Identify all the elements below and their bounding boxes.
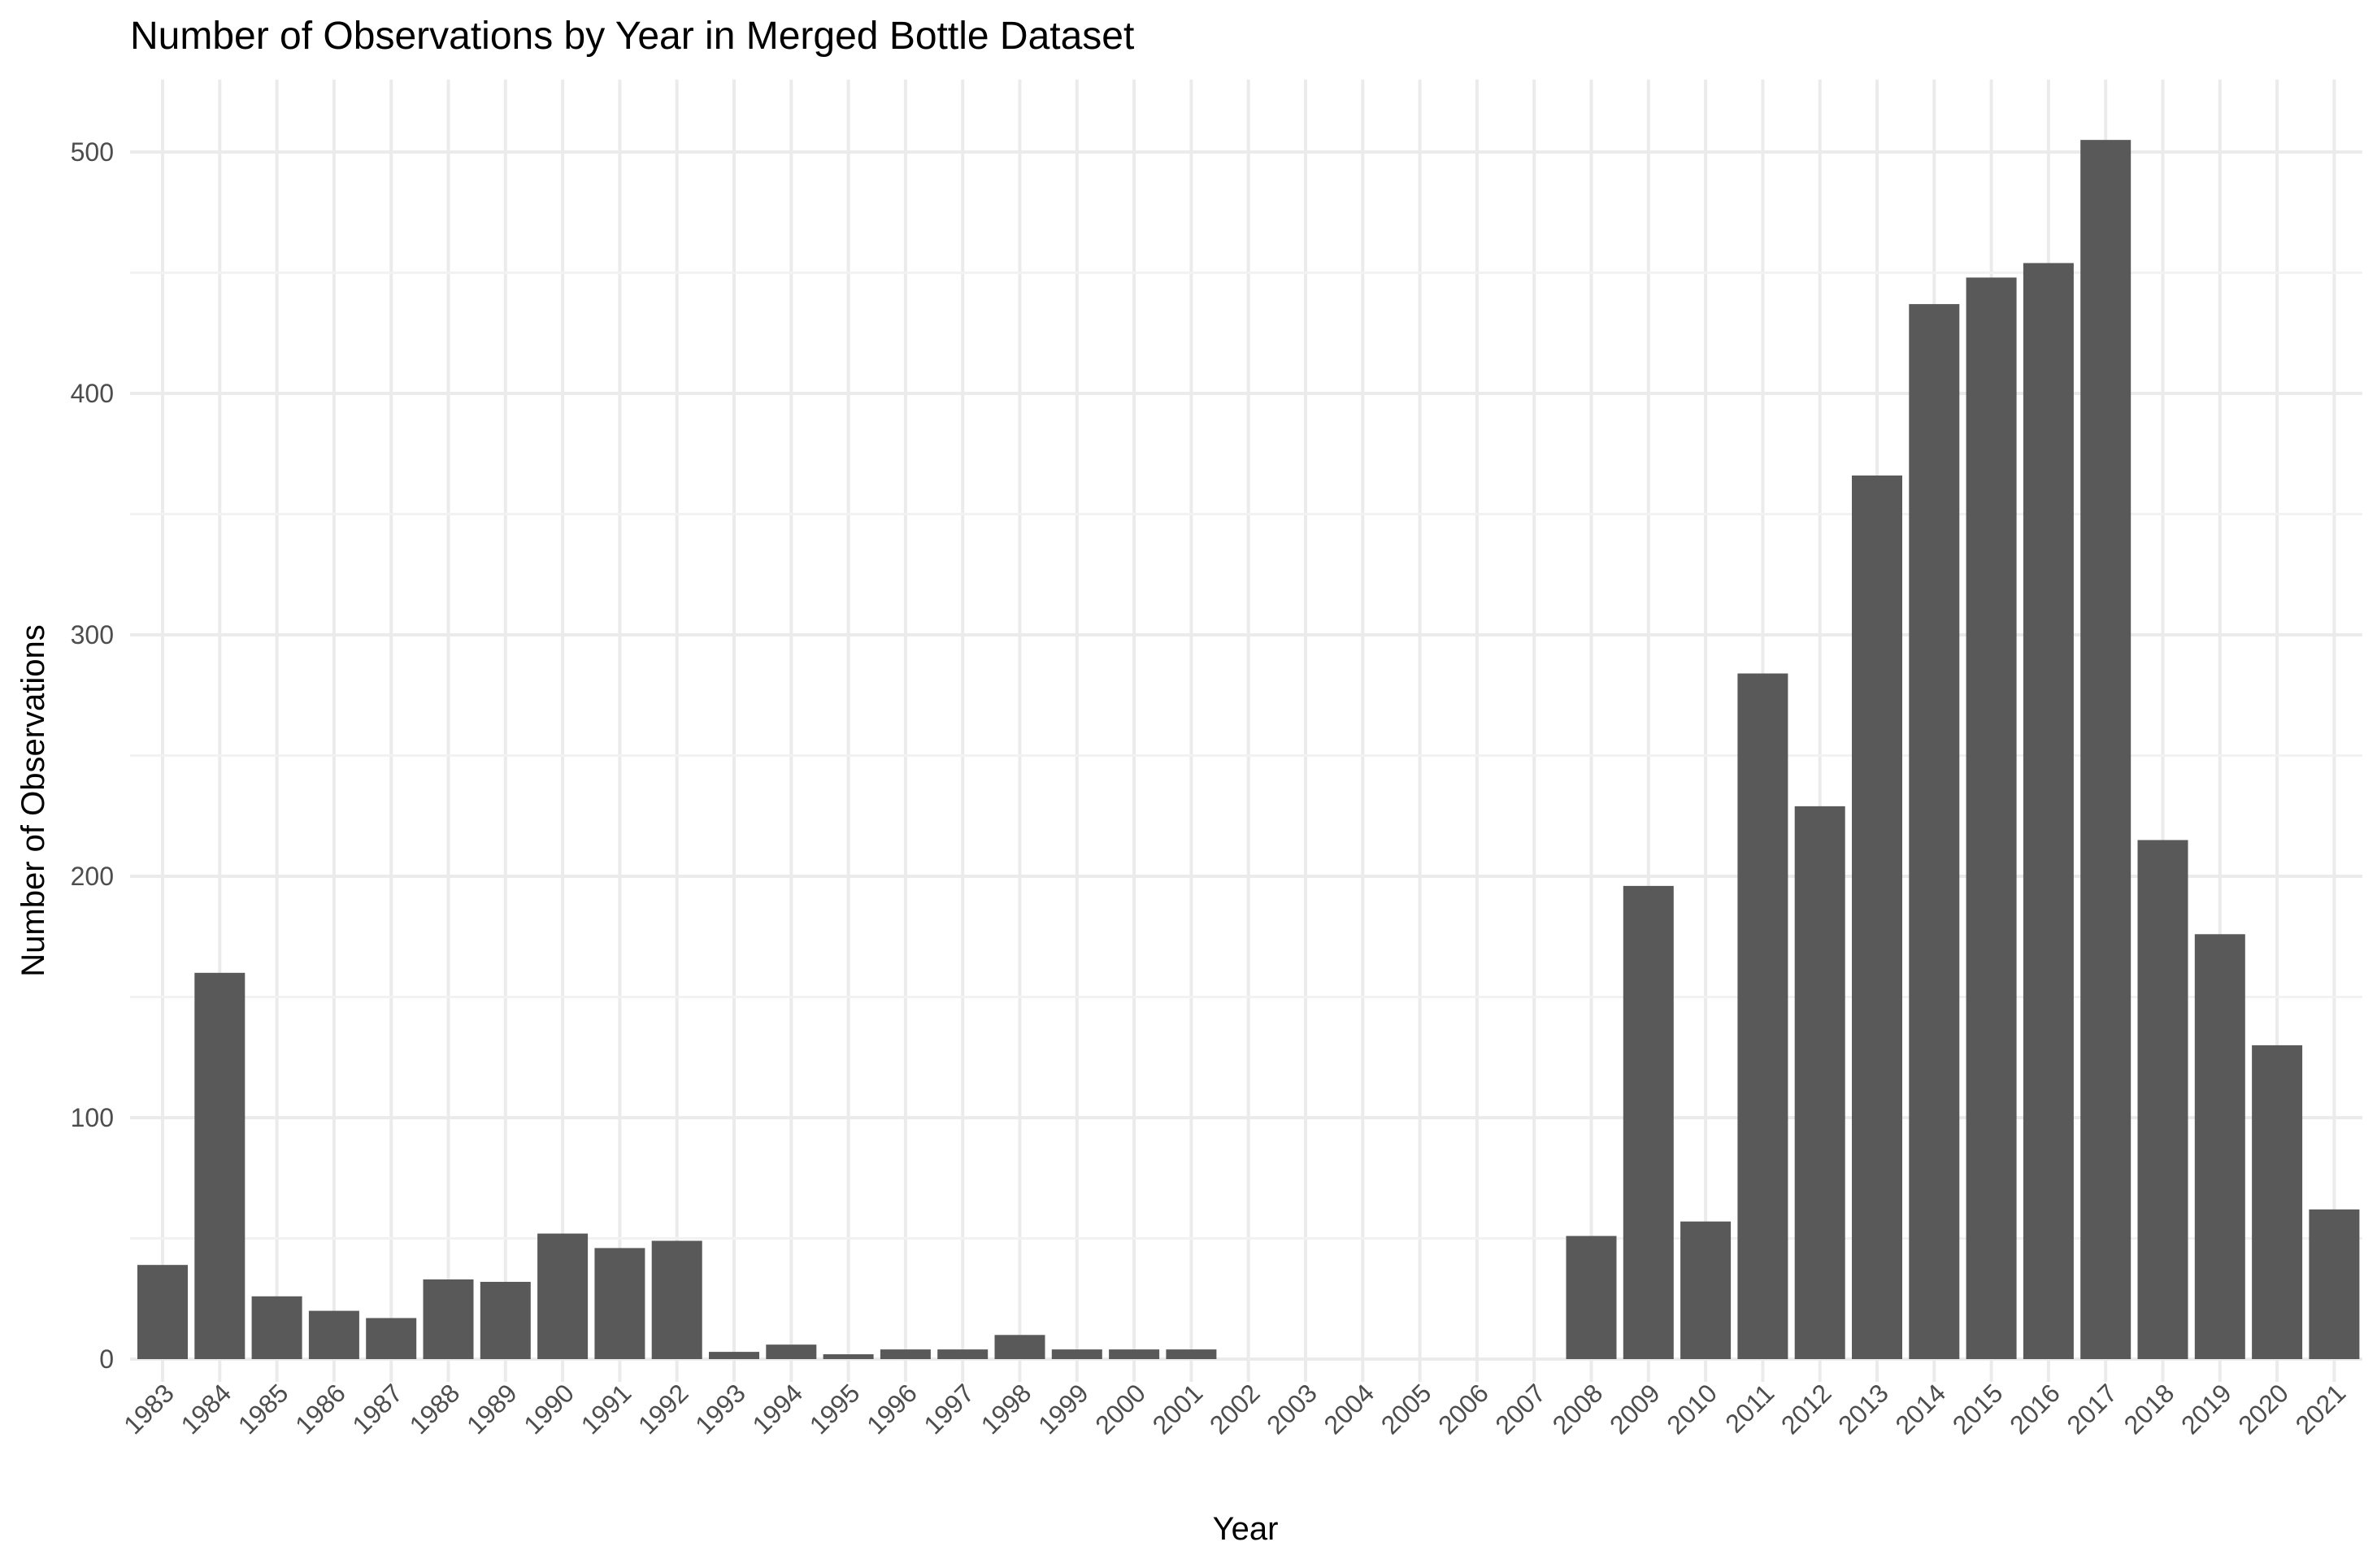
bar-2017 (2080, 140, 2131, 1359)
bar-1984 (194, 972, 246, 1359)
bar-2020 (2252, 1045, 2303, 1359)
bars-layer (137, 140, 2360, 1360)
x-tick-label: 1999 (1032, 1378, 1094, 1440)
bar-2019 (2194, 934, 2245, 1359)
bar-2016 (2023, 263, 2074, 1359)
bar-2011 (1737, 673, 1788, 1359)
x-tick-label: 1985 (232, 1378, 294, 1440)
x-axis-title: Year (1213, 1511, 1279, 1547)
bar-1998 (994, 1335, 1045, 1359)
x-tick-label: 1997 (918, 1378, 980, 1440)
bar-2001 (1166, 1349, 1217, 1359)
bar-1999 (1051, 1349, 1102, 1359)
x-tick-label: 1994 (746, 1378, 808, 1440)
x-tick-label: 2018 (2118, 1378, 2180, 1440)
y-tick-label: 200 (71, 862, 114, 891)
bar-1985 (251, 1296, 302, 1359)
y-tick-label: 400 (71, 379, 114, 408)
bar-2009 (1623, 885, 1674, 1359)
x-tick-label: 2019 (2175, 1378, 2237, 1440)
bar-2015 (1966, 277, 2017, 1360)
bar-1989 (480, 1281, 531, 1359)
bar-2014 (1909, 304, 1960, 1359)
x-tick-label: 1988 (404, 1378, 466, 1440)
y-tick-label: 0 (99, 1344, 114, 1374)
x-tick-label: 2005 (1375, 1378, 1437, 1440)
x-tick-label: 1995 (804, 1378, 866, 1440)
x-tick-label: 1996 (861, 1378, 923, 1440)
x-tick-label: 2016 (2004, 1378, 2066, 1440)
x-tick-label: 2004 (1318, 1378, 1380, 1440)
bar-2018 (2137, 840, 2188, 1359)
x-tick-label: 2017 (2061, 1378, 2123, 1440)
x-tick-label: 2003 (1261, 1378, 1323, 1440)
x-tick-label: 1986 (289, 1378, 351, 1440)
bar-1993 (709, 1352, 759, 1359)
bar-1994 (766, 1344, 817, 1359)
x-tick-label: 1989 (461, 1378, 523, 1440)
bar-1990 (537, 1233, 589, 1359)
x-axis-ticks: 1983198419851986198719881989199019911992… (118, 1378, 2351, 1440)
bar-1983 (137, 1265, 188, 1359)
x-tick-label: 2009 (1604, 1378, 1666, 1440)
x-tick-label: 2002 (1204, 1378, 1266, 1440)
x-tick-label: 2020 (2232, 1378, 2294, 1440)
bar-1995 (823, 1354, 874, 1359)
x-tick-label: 1993 (689, 1378, 751, 1440)
bar-2010 (1680, 1221, 1732, 1359)
x-tick-label: 1992 (632, 1378, 694, 1440)
x-tick-label: 2001 (1147, 1378, 1209, 1440)
bar-1987 (366, 1318, 417, 1359)
y-tick-label: 100 (71, 1103, 114, 1132)
bar-1988 (423, 1279, 474, 1359)
x-tick-label: 1998 (976, 1378, 1037, 1440)
x-tick-label: 1984 (175, 1378, 237, 1440)
bar-2021 (2309, 1209, 2360, 1359)
bar-2008 (1566, 1236, 1617, 1359)
x-tick-label: 2006 (1432, 1378, 1494, 1440)
y-tick-label: 300 (71, 620, 114, 649)
bar-1991 (594, 1248, 645, 1359)
x-tick-label: 2008 (1547, 1378, 1609, 1440)
x-tick-label: 2007 (1489, 1378, 1551, 1440)
x-tick-label: 2011 (1719, 1378, 1779, 1438)
y-tick-label: 500 (71, 137, 114, 167)
bar-2012 (1794, 806, 1845, 1359)
y-axis-title: Number of Observations (15, 624, 51, 977)
x-tick-label: 2021 (2290, 1378, 2352, 1440)
y-axis-ticks: 0 100 200 300 400 500 (71, 137, 114, 1374)
x-tick-label: 2014 (1889, 1378, 1951, 1440)
chart-title: Number of Observations by Year in Merged… (130, 15, 1134, 58)
x-tick-label: 1987 (346, 1378, 408, 1440)
x-tick-label: 1991 (576, 1378, 637, 1440)
bar-2013 (1852, 475, 1902, 1359)
bar-2000 (1109, 1349, 1160, 1359)
x-tick-label: 2015 (1947, 1378, 2009, 1440)
x-tick-label: 1990 (518, 1378, 580, 1440)
x-tick-label: 2012 (1775, 1378, 1837, 1440)
bar-1996 (880, 1349, 931, 1359)
x-tick-label: 2013 (1832, 1378, 1894, 1440)
x-tick-label: 2010 (1661, 1378, 1723, 1440)
x-tick-label: 2000 (1089, 1378, 1151, 1440)
bar-1992 (651, 1240, 702, 1359)
bar-1997 (937, 1349, 989, 1359)
bar-1986 (308, 1310, 359, 1359)
x-tick-label: 1983 (118, 1378, 180, 1440)
